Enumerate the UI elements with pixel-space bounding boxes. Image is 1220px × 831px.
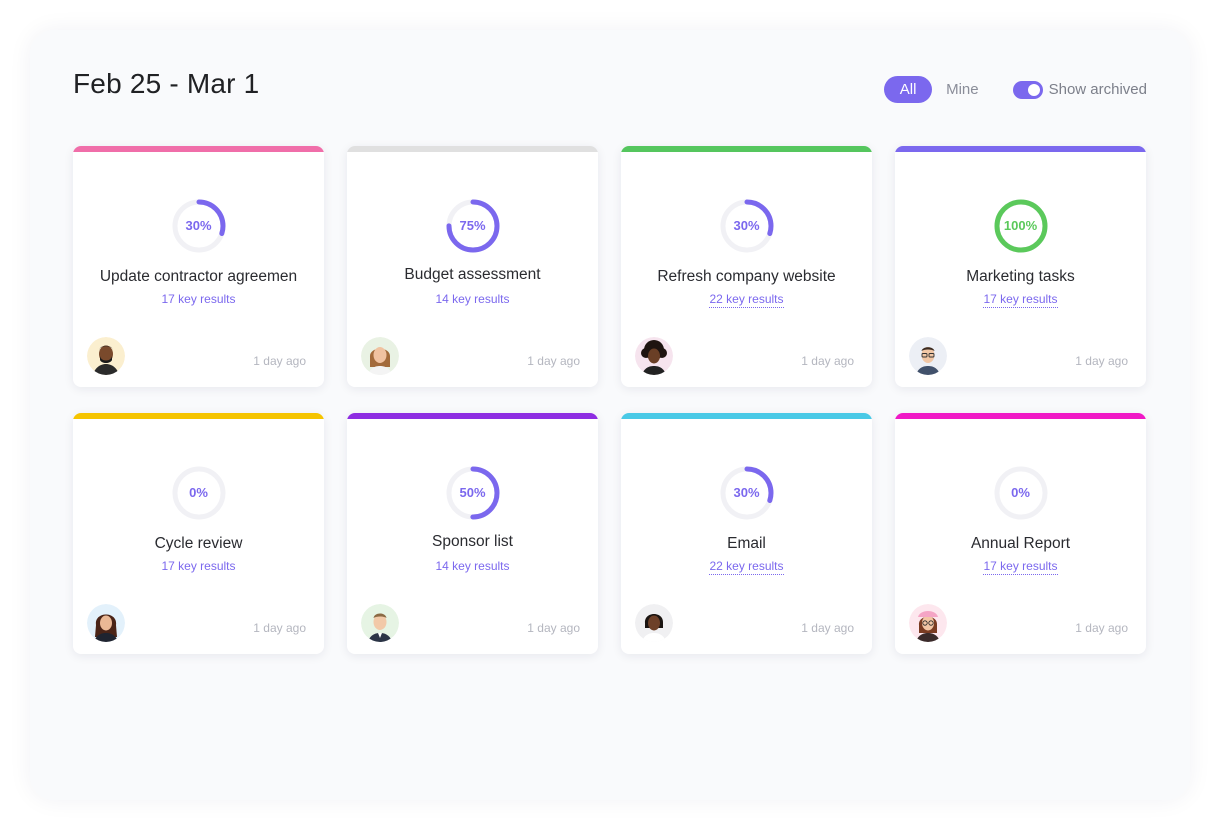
progress-ring-track [994,466,1047,520]
avatar-woman-light[interactable] [361,337,399,375]
key-results-label: 14 key results [435,559,510,573]
progress-percent: 100% [1003,218,1038,233]
filter-mine-button[interactable]: Mine [934,76,991,103]
card-timestamp: 1 day ago [1075,621,1128,635]
avatar-woman-pink-hat[interactable] [909,604,947,642]
key-results-count[interactable]: 17 key results [895,559,1146,575]
progress-percent: 30% [185,218,212,233]
goal-card[interactable]: 100% Marketing tasks 17 key results 1 day a… [895,146,1146,387]
card-color-bar [895,413,1146,419]
goal-card[interactable]: 0% Cycle review 17 key results 1 day ago [73,413,324,654]
progress-ring: 30% [719,198,775,254]
key-results-label[interactable]: 22 key results [709,559,784,575]
progress-percent: 30% [733,218,760,233]
progress-ring-arc [172,199,225,253]
key-results-label[interactable]: 17 key results [983,292,1058,308]
progress-ring-arc [446,466,499,520]
progress-ring-arc [994,199,1047,253]
toggle-knob [1027,83,1040,96]
key-results-label: 17 key results [161,559,236,573]
avatar-man-suit[interactable] [361,604,399,642]
card-title: Update contractor agreemen [99,268,298,285]
progress-ring-arc [446,199,499,253]
progress-ring: 30% [171,198,227,254]
card-title: Annual Report [970,535,1071,552]
progress-ring-track [172,466,225,520]
key-results-count: 17 key results [73,292,324,306]
progress-ring: 30% [719,465,775,521]
goal-card[interactable]: 30% Update contractor agreemen 17 key resu… [73,146,324,387]
progress-ring-arc [720,466,773,520]
card-timestamp: 1 day ago [253,621,306,635]
progress-percent: 0% [189,485,208,500]
progress-ring: 100% [993,198,1049,254]
avatar-woman-short-hair[interactable] [635,604,673,642]
goal-card[interactable]: 0% Annual Report 17 key results 1 day ago [895,413,1146,654]
progress-percent: 0% [1011,485,1030,500]
key-results-label: 17 key results [161,292,236,306]
progress-percent: 30% [733,485,760,500]
avatar-man-dark-beard[interactable] [87,337,125,375]
progress-ring: 0% [171,465,227,521]
goal-card[interactable]: 30% Refresh company website 22 key results… [621,146,872,387]
progress-ring: 75% [445,198,501,254]
goals-panel: Feb 25 - Mar 1 All Mine Show archived 30… [30,30,1190,800]
progress-ring: 0% [993,465,1049,521]
card-color-bar [347,146,598,152]
key-results-label: 14 key results [435,292,510,306]
key-results-count: 14 key results [347,292,598,306]
page-title: Feb 25 - Mar 1 [73,68,260,99]
key-results-label[interactable]: 17 key results [983,559,1058,575]
card-color-bar [621,413,872,419]
key-results-count[interactable]: 22 key results [621,559,872,575]
card-timestamp: 1 day ago [527,354,580,368]
filter-all-button[interactable]: All [884,76,933,103]
key-results-count: 17 key results [73,559,324,573]
avatar-woman-dark-hair[interactable] [87,604,125,642]
progress-ring: 50% [445,465,501,521]
card-title: Sponsor list [432,533,513,550]
show-archived-label: Show archived [1048,81,1147,98]
card-timestamp: 1 day ago [801,621,854,635]
card-timestamp: 1 day ago [1075,354,1128,368]
card-title: Cycle review [154,535,243,552]
goal-card[interactable]: 75% Budget assessment 14 key results 1 day … [347,146,598,387]
card-timestamp: 1 day ago [801,354,854,368]
card-color-bar [73,413,324,419]
card-color-bar [347,413,598,419]
goal-card[interactable]: 50% Sponsor list 14 key results 1 day ago [347,413,598,654]
key-results-count: 14 key results [347,559,598,573]
goal-card[interactable]: 30% Email 22 key results 1 day ago [621,413,872,654]
card-title: Budget assessment [404,266,541,283]
key-results-label[interactable]: 22 key results [709,292,784,308]
card-color-bar [73,146,324,152]
avatar-man-glasses[interactable] [909,337,947,375]
card-color-bar [621,146,872,152]
key-results-count[interactable]: 17 key results [895,292,1146,308]
card-title: Refresh company website [657,268,836,285]
card-color-bar [895,146,1146,152]
key-results-count[interactable]: 22 key results [621,292,872,308]
filter-bar: All Mine Show archived [884,76,1147,103]
card-title: Email [727,535,766,552]
progress-percent: 75% [459,218,486,233]
card-title: Marketing tasks [966,268,1075,285]
avatar-man-curly-hair[interactable] [635,337,673,375]
progress-percent: 50% [459,485,486,500]
show-archived-toggle[interactable] [1012,80,1043,99]
card-timestamp: 1 day ago [253,354,306,368]
card-timestamp: 1 day ago [527,621,580,635]
progress-ring-arc [720,199,773,253]
